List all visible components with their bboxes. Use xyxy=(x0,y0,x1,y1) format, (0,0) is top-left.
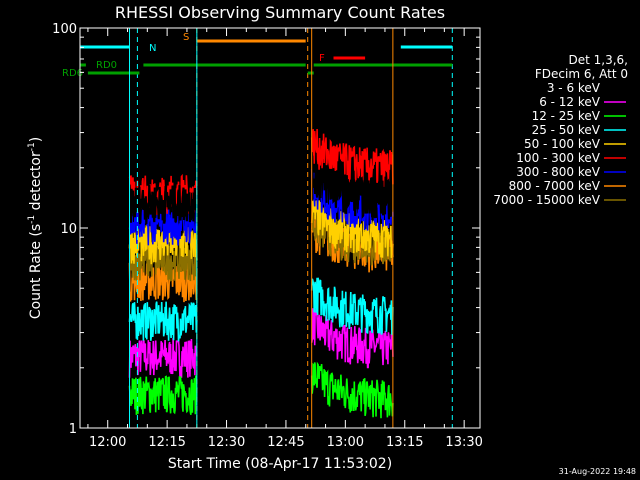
x-tick-label-1: 12:15 xyxy=(148,435,185,450)
legend-label-5: 100 - 300 keV xyxy=(516,151,600,165)
y-tick-label-1: 10 xyxy=(60,222,77,237)
series-line-7-0 xyxy=(128,262,198,303)
x-tick-label-5: 13:15 xyxy=(386,435,423,450)
flag-label-rd0: RD0 xyxy=(96,60,117,71)
legend-label-8: 7000 - 15000 keV xyxy=(493,193,600,207)
flag-label-rd6: RD6 xyxy=(62,68,83,79)
legend-label-4: 50 - 100 keV xyxy=(524,137,601,151)
y-axis: 1 10 100 xyxy=(52,22,480,437)
series-line-3-1 xyxy=(310,277,394,336)
legend-label-6: 300 - 800 keV xyxy=(516,165,600,179)
series-line-2-1 xyxy=(310,361,394,419)
series-line-6-1 xyxy=(310,169,394,231)
chart-title: RHESSI Observing Summary Count Rates xyxy=(115,3,445,22)
series-line-1-0 xyxy=(128,338,198,378)
series-line-0-1 xyxy=(310,155,394,220)
flag-label-s: S xyxy=(183,32,189,43)
legend-label-1: 6 - 12 keV xyxy=(539,95,601,109)
x-tick-label-2: 12:30 xyxy=(208,435,245,450)
legend-header-line1: Det 1,3,6, xyxy=(569,53,629,67)
y-axis-label: Count Rate (s-1 detector-1) xyxy=(27,137,44,319)
series-line-3-0 xyxy=(128,301,198,342)
y-tick-label-2: 100 xyxy=(52,22,77,37)
x-tick-label-3: 12:45 xyxy=(267,435,304,450)
legend-label-3: 25 - 50 keV xyxy=(532,123,601,137)
series-line-5-1 xyxy=(310,128,394,189)
series-line-1-1 xyxy=(310,308,394,369)
legend-label-2: 12 - 25 keV xyxy=(532,109,601,123)
x-axis-label: Start Time (08-Apr-17 11:53:02) xyxy=(168,456,392,472)
legend-label-0: 3 - 6 keV xyxy=(547,81,601,95)
flag-label-n: N xyxy=(149,43,156,54)
x-tick-label-4: 13:00 xyxy=(327,435,364,450)
flag-label-f: F xyxy=(319,53,325,64)
series-line-8-0 xyxy=(128,240,198,283)
x-tick-label-0: 12:00 xyxy=(89,435,126,450)
footer-timestamp: 31-Aug-2022 19:48 xyxy=(559,467,636,476)
x-tick-label-6: 13:30 xyxy=(445,435,482,450)
legend-header-line2: FDecim 6, Att 0 xyxy=(535,67,628,81)
series-line-2-0 xyxy=(128,375,198,415)
x-axis: 12:00 12:15 12:30 12:45 13:00 13:15 13:30 xyxy=(87,28,483,450)
y-tick-label-0: 1 xyxy=(69,422,77,437)
plot-area: N S F RD0 RD6 xyxy=(62,28,453,428)
legend-label-7: 800 - 7000 keV xyxy=(509,179,601,193)
series-line-0-0 xyxy=(128,184,198,225)
